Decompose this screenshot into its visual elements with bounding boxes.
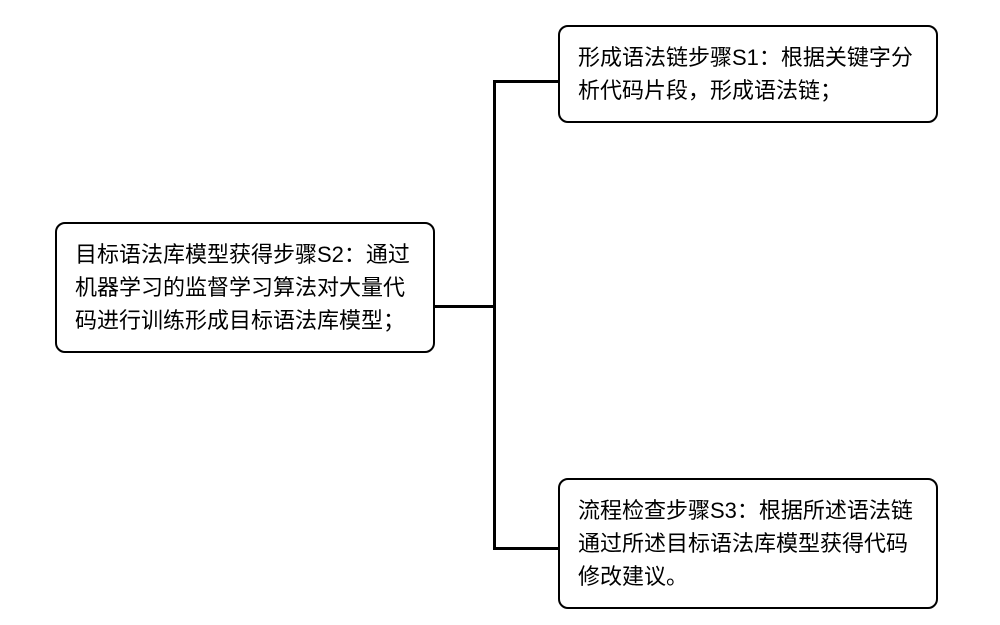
root-node-text: 目标语法库模型获得步骤S2：通过机器学习的监督学习算法对大量代码进行训练形成目标… <box>75 242 410 333</box>
connector-vertical <box>493 80 496 550</box>
root-node: 目标语法库模型获得步骤S2：通过机器学习的监督学习算法对大量代码进行训练形成目标… <box>55 222 435 353</box>
child-node-s1: 形成语法链步骤S1：根据关键字分析代码片段，形成语法链； <box>558 25 938 123</box>
child-node-s3-text: 流程检查步骤S3：根据所述语法链通过所述目标语法库模型获得代码修改建议。 <box>578 498 913 589</box>
connector-root-stub <box>435 305 495 308</box>
connector-to-s1 <box>493 80 558 83</box>
connector-to-s3 <box>493 547 558 550</box>
child-node-s1-text: 形成语法链步骤S1：根据关键字分析代码片段，形成语法链； <box>578 45 913 103</box>
child-node-s3: 流程检查步骤S3：根据所述语法链通过所述目标语法库模型获得代码修改建议。 <box>558 478 938 609</box>
